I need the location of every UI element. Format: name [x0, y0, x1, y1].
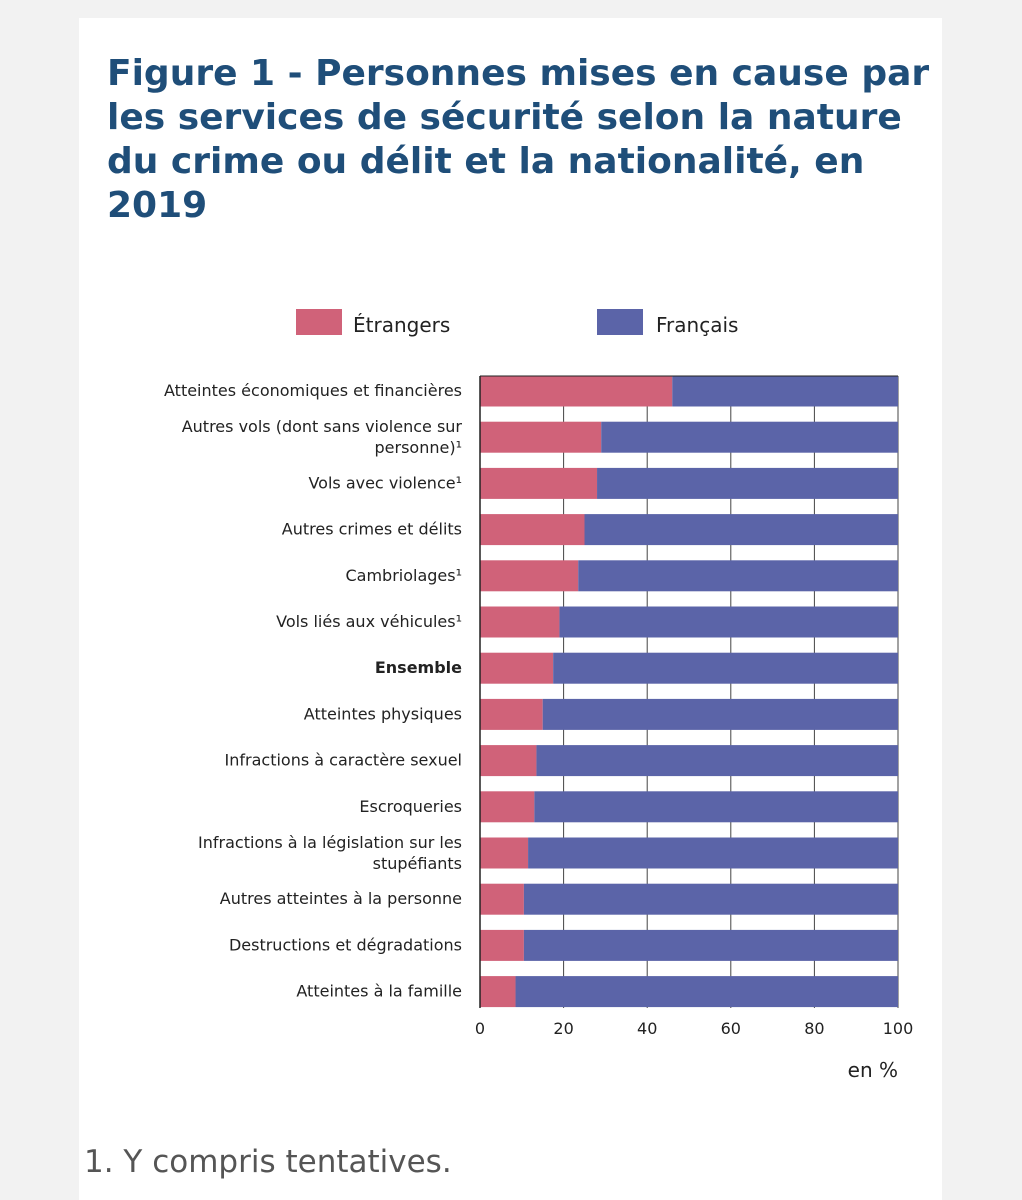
x-tick-label: 100 — [883, 1019, 914, 1038]
bar-segment — [523, 883, 898, 915]
category-label: Vols avec violence¹ — [308, 473, 462, 492]
category-label: Autres atteintes à la personne — [220, 889, 462, 908]
category-label: Infractions à caractère sexuel — [225, 751, 462, 770]
category-label: Ensemble — [375, 658, 462, 677]
legend-swatch — [597, 309, 643, 335]
bar-segment — [480, 837, 529, 869]
category-label: Escroqueries — [359, 797, 462, 816]
category-label: Destructions et dégradations — [229, 935, 462, 954]
bar-segment — [523, 929, 898, 961]
bar-segment — [542, 698, 898, 730]
x-tick-label: 40 — [637, 1019, 657, 1038]
bar-segment — [480, 745, 537, 777]
bar-segment — [672, 375, 898, 407]
category-label: Atteintes à la famille — [296, 982, 462, 1001]
category-label: Autres crimes et délits — [282, 520, 462, 539]
bar-segment — [480, 606, 560, 638]
bar-segment — [480, 375, 673, 407]
footnote: 1. Y compris tentatives. — [84, 1144, 452, 1180]
bar-segment — [480, 560, 579, 592]
category-label: Cambriolages¹ — [345, 566, 462, 585]
bar-segment — [480, 652, 554, 684]
bar-segment — [559, 606, 898, 638]
bar-segment — [584, 514, 898, 546]
category-label: Autres vols (dont sans violence sur perso… — [182, 417, 463, 457]
category-label: Atteintes physiques — [304, 704, 462, 723]
bar-segment — [480, 791, 535, 823]
category-label: Vols liés aux véhicules¹ — [276, 612, 462, 631]
bar-segment — [480, 929, 524, 961]
bar-segment — [578, 560, 898, 592]
bar-segment — [601, 421, 898, 453]
bar-segment — [528, 837, 898, 869]
x-tick-label: 20 — [553, 1019, 573, 1038]
bar-segment — [480, 421, 602, 453]
bar-segment — [480, 976, 516, 1008]
category-label: Atteintes économiques et financières — [164, 381, 462, 400]
legend-swatch — [296, 309, 342, 335]
chart-title: Figure 1 - Personnes mises en cause par … — [107, 53, 930, 226]
bar-segment — [553, 652, 898, 684]
bar-segment — [480, 883, 524, 915]
bar-segment — [515, 976, 898, 1008]
legend-label: Français — [656, 313, 738, 337]
bar-segment — [534, 791, 898, 823]
x-tick-label: 80 — [804, 1019, 824, 1038]
bar-segment — [480, 514, 585, 546]
bar-segment — [480, 467, 598, 499]
bar-segment — [597, 467, 898, 499]
category-label: Infractions à la législation sur les stup… — [198, 833, 462, 873]
stacked-bar-chart: Étrangers Français Atteintes économiques e… — [164, 309, 914, 1082]
bar-segment — [536, 745, 898, 777]
legend-label: Étrangers — [353, 313, 450, 337]
unit-label: en % — [848, 1058, 898, 1082]
x-tick-label: 60 — [721, 1019, 741, 1038]
bar-segment — [480, 698, 543, 730]
x-tick-label: 0 — [475, 1019, 485, 1038]
